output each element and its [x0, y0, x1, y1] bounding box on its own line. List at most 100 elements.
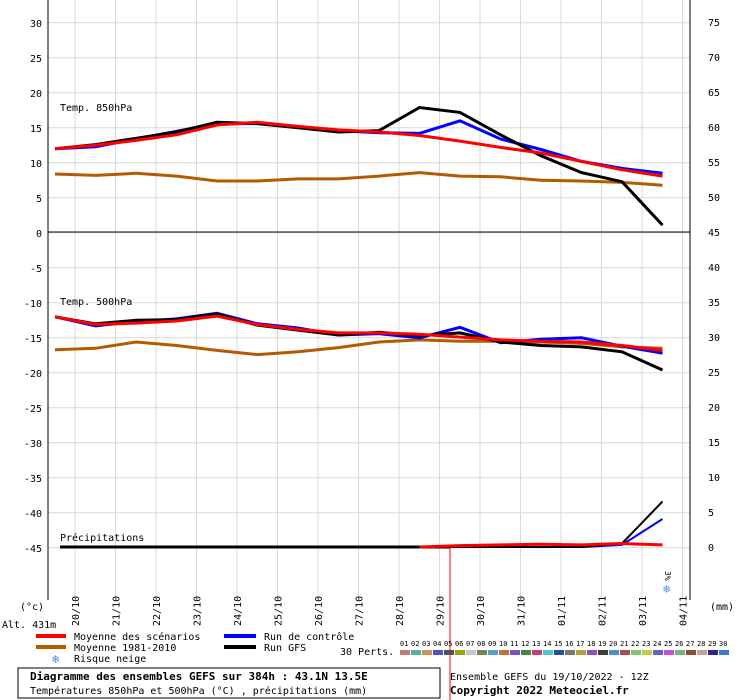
perturbation-swatch: [455, 650, 465, 655]
perturbation-id: 21: [620, 640, 628, 648]
perturbation-swatch: [697, 650, 707, 655]
perturbation-swatch: [444, 650, 454, 655]
snowflake-icon: ❄: [52, 652, 59, 666]
perturbation-id: 23: [642, 640, 650, 648]
legend-snow: Risque neige: [74, 654, 146, 665]
left-tick-label: 5: [36, 194, 42, 205]
perturbation-id: 07: [466, 640, 474, 648]
x-tick-label: 29/10: [436, 596, 447, 626]
perturbation-swatch: [521, 650, 531, 655]
left-tick-label: 0: [36, 229, 42, 240]
x-tick-label: 31/10: [517, 596, 528, 626]
snow-risk-label: 3%: [663, 571, 672, 581]
perturbation-swatch: [675, 650, 685, 655]
perturbation-id: 03: [422, 640, 430, 648]
perturbation-swatch: [477, 650, 487, 655]
axes: [47, 0, 691, 600]
perturbation-swatch: [499, 650, 509, 655]
series-t500-moyenne-des-sc-narios: [54, 314, 663, 352]
perturbation-swatch: [488, 650, 498, 655]
x-tick-label: 24/10: [233, 596, 244, 626]
perturbation-id: 05: [444, 640, 452, 648]
perturbation-swatch: [642, 650, 652, 655]
perturbation-id: 25: [664, 640, 672, 648]
series-precip-moyenne-des-sc-narios: [419, 541, 663, 549]
perturbation-id: 06: [455, 640, 463, 648]
perturbation-swatch: [664, 650, 674, 655]
right-tick-label: 20: [708, 403, 720, 414]
legend-climate: Moyenne 1981-2010: [74, 643, 176, 654]
right-tick-label: 30: [708, 333, 720, 344]
left-tick-label: -35: [24, 474, 42, 485]
series-layer: [54, 105, 664, 700]
perturbation-swatch: [587, 650, 597, 655]
legend-gfs: Run GFS: [264, 643, 306, 654]
legend-mean: Moyenne des scénarios: [74, 631, 200, 643]
x-tick-label: 28/10: [395, 596, 406, 626]
footer-run: Ensemble GEFS du 19/10/2022 - 12Z: [450, 672, 649, 683]
left-tick-label: 15: [30, 124, 42, 135]
footer-subtitle: Températures 850hPa et 500hPa (°C) , pré…: [30, 685, 367, 697]
perturbation-swatch: [598, 650, 608, 655]
left-tick-label: 25: [30, 54, 42, 65]
series-t850-moyenne-1981-2010: [54, 171, 663, 187]
x-tick-label: 30/10: [476, 596, 487, 626]
perturbation-id: 08: [477, 640, 485, 648]
right-tick-label: 25: [708, 368, 720, 379]
perturbation-swatch: [576, 650, 586, 655]
perturbation-id: 02: [411, 640, 419, 648]
perturbation-swatch: [466, 650, 476, 655]
perturbation-swatch: [532, 650, 542, 655]
perturbation-swatch: [653, 650, 663, 655]
left-axis-unit: (°c): [20, 602, 44, 613]
right-tick-label: 40: [708, 263, 720, 274]
left-tick-label: -15: [24, 334, 42, 345]
perturbation-legend: 01 02 03 04 05 06 07 08 09 10 11 12 13 14 15 16 17 18 19 20…: [400, 640, 729, 655]
perturbation-id: 20: [609, 640, 617, 648]
perturbation-swatch: [565, 650, 575, 655]
left-tick-label: -30: [24, 439, 42, 450]
right-tick-label: 70: [708, 53, 720, 64]
perturbation-id: 28: [697, 640, 705, 648]
perturbation-swatch: [433, 650, 443, 655]
perturbation-id: 01: [400, 640, 408, 648]
perturbation-swatch: [400, 650, 410, 655]
left-tick-label: -20: [24, 369, 42, 380]
perturbation-id: 30: [719, 640, 727, 648]
perturbation-id: 09: [488, 640, 496, 648]
right-tick-label: 50: [708, 193, 720, 204]
perturbation-id: 26: [675, 640, 683, 648]
label-temp-500: Temp. 500hPa: [60, 297, 132, 308]
footer-title-box: [17, 667, 441, 699]
perturbation-id: 22: [631, 640, 639, 648]
perturbation-id: 12: [521, 640, 529, 648]
perturbation-swatch: [631, 650, 641, 655]
perturbation-id: 29: [708, 640, 716, 648]
perturbation-id: 04: [433, 640, 441, 648]
left-tick-label: -45: [24, 544, 42, 555]
x-tick-label: 20/10: [71, 596, 82, 626]
perturbation-swatch: [422, 650, 432, 655]
footer-title: Diagramme des ensembles GEFS sur 384h : …: [30, 670, 368, 683]
snowflake-icon: ❄: [663, 582, 670, 596]
perturbation-id: 18: [587, 640, 595, 648]
perturbation-id: 16: [565, 640, 573, 648]
legend: Moyenne des scénarios Moyenne 1981-2010 …: [36, 631, 729, 666]
chart-grid: [48, 0, 690, 600]
right-tick-label: 5: [708, 508, 714, 519]
perturbation-id: 10: [499, 640, 507, 648]
perturbation-id: 14: [543, 640, 551, 648]
right-tick-label: 75: [708, 18, 720, 29]
left-tick-label: -40: [24, 509, 42, 520]
perturbation-swatch: [708, 650, 718, 655]
x-tick-label: 27/10: [355, 596, 366, 626]
x-tick-label: 22/10: [152, 596, 163, 626]
x-tick-label: 25/10: [274, 596, 285, 626]
perturbation-id: 11: [510, 640, 518, 648]
perturbation-swatch: [510, 650, 520, 655]
right-tick-label: 55: [708, 158, 720, 169]
left-tick-label: -5: [30, 264, 42, 275]
x-tick-label: 04/11: [679, 596, 690, 626]
